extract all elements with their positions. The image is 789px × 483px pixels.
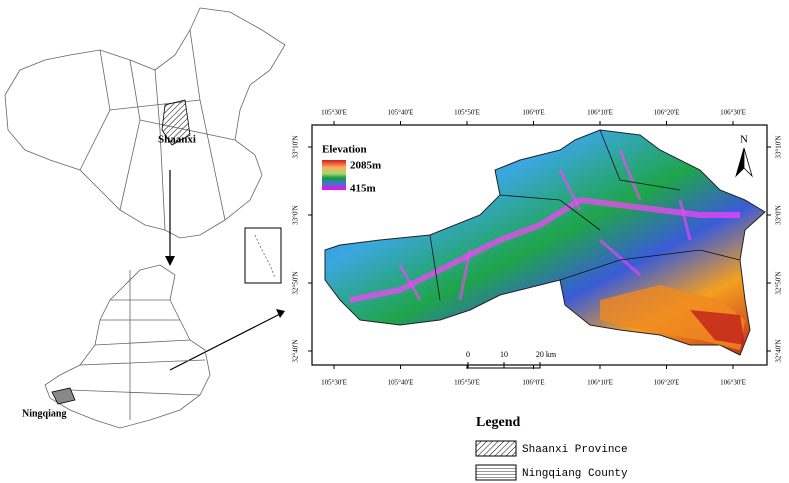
ningqiang-highlight — [51, 387, 76, 405]
high-terrain — [600, 285, 745, 350]
latitude-label: 32°50'N — [775, 271, 783, 294]
longitude-label: 106°20'E — [654, 379, 680, 387]
shaanxi-outline — [44, 264, 211, 429]
north-label: N — [740, 134, 748, 146]
elevation-max: 2085m — [350, 160, 381, 172]
longitude-label: 105°30'E — [321, 109, 347, 117]
scale-label: 10 — [500, 350, 508, 359]
latitude-label: 33°0'N — [775, 205, 783, 225]
latitude-label: 32°40'N — [775, 339, 783, 362]
tributaries — [398, 149, 692, 301]
longitude-label: 106°20'E — [654, 109, 680, 117]
legend-swatch — [475, 440, 517, 457]
south-sea-inset — [244, 227, 282, 284]
town-boundaries — [429, 129, 741, 301]
scale-bar — [467, 362, 541, 369]
latitude-label: 32°40'N — [292, 339, 300, 362]
shaanxi-highlight — [161, 99, 191, 146]
elevation-title: Elevation — [322, 144, 367, 156]
scale-label: 20 km — [536, 350, 557, 359]
latitude-label: 32°50'N — [292, 271, 300, 294]
longitude-label: 105°50'E — [454, 379, 480, 387]
china-provinces — [79, 29, 236, 231]
south-sea-islands — [254, 234, 276, 279]
legend-title: Legend — [476, 415, 521, 430]
longitude-label: 105°40'E — [388, 109, 414, 117]
longitude-label: 105°30'E — [321, 379, 347, 387]
longitude-label: 106°30'E — [720, 379, 746, 387]
longitude-label: 106°0'E — [522, 109, 544, 117]
graticule-labels: 105°30'E 105°30'E 105°40'E 105°40'E 105°50'E… — [292, 109, 783, 387]
latitude-label: 33°10'N — [292, 135, 300, 158]
arrow-head — [276, 309, 285, 318]
north-arrow-right — [743, 147, 753, 178]
elevation-bar — [322, 160, 346, 190]
scale-label: 0 — [466, 350, 470, 359]
valley — [349, 196, 740, 303]
latitude-label: 33°0'N — [292, 205, 300, 225]
county-label: Ningqiang — [22, 408, 66, 419]
longitude-label: 106°30'E — [720, 109, 746, 117]
china-label: Shaanxi — [158, 134, 196, 146]
latitude-label: 33°10'N — [775, 135, 783, 158]
longitude-label: 105°40'E — [388, 379, 414, 387]
peak-terrain — [690, 310, 745, 345]
elevation-min: 415m — [350, 183, 376, 195]
longitude-label: 106°10'E — [587, 109, 613, 117]
arrow-head — [165, 256, 175, 266]
legend-swatch — [475, 464, 517, 481]
china-outline — [4, 7, 286, 239]
shaanxi-districts — [69, 270, 206, 420]
longitude-label: 106°10'E — [587, 379, 613, 387]
legend-item: Ningqiang County — [522, 468, 628, 480]
longitude-label: 105°50'E — [454, 109, 480, 117]
longitude-label: 106°0'E — [522, 379, 544, 387]
legend-item: Shaanxi Province — [522, 444, 628, 456]
arrow-line — [169, 313, 281, 371]
